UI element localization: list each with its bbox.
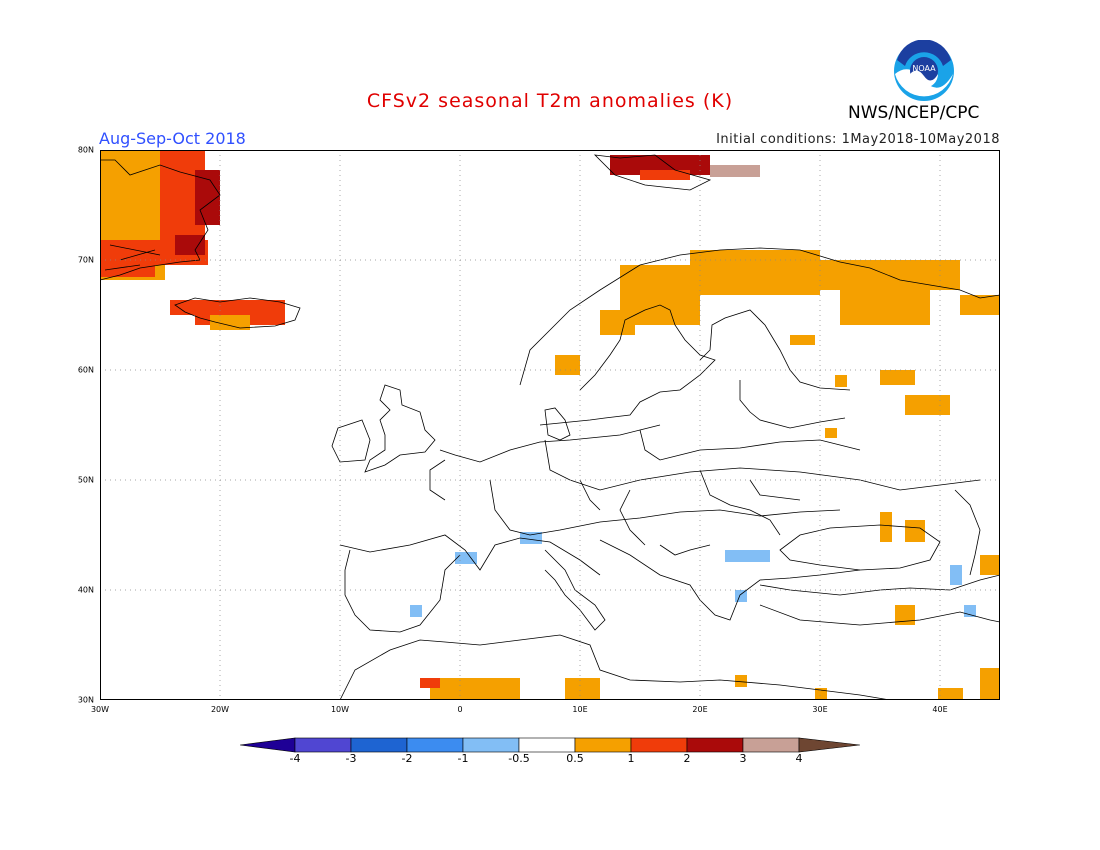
anomaly-cell	[905, 520, 925, 542]
anomaly-cell	[640, 170, 690, 180]
colorbar-segment	[574, 737, 632, 753]
colorbar-label: 2	[683, 752, 691, 765]
anomaly-cell	[825, 428, 837, 438]
lon-tick-label: 20E	[692, 705, 708, 714]
coastlines	[100, 154, 1000, 700]
agency-label: NWS/NCEP/CPC	[848, 103, 980, 123]
colorbar-segment	[630, 737, 688, 753]
anomaly-cell	[455, 552, 477, 564]
anomaly-cell	[725, 550, 770, 562]
anomaly-cell	[938, 688, 963, 700]
colorbar-label: -2	[401, 752, 413, 765]
anomaly-cell	[555, 355, 580, 375]
anomaly-map	[100, 150, 1000, 700]
anomaly-cell	[420, 678, 440, 688]
anomaly-cell	[880, 512, 892, 542]
noaa-logo: NOAA	[894, 40, 954, 101]
lat-tick-label: 30N	[77, 695, 94, 705]
anomaly-cell	[880, 370, 915, 385]
colorbar-label: -3	[345, 752, 357, 765]
colorbar-segment	[518, 737, 576, 753]
colorbar-extend-low	[240, 737, 296, 753]
lon-tick-label: 0	[457, 705, 463, 714]
lon-tick-label: 10W	[330, 705, 350, 714]
map-title: CFSv2 seasonal T2m anomalies (K)	[366, 90, 734, 112]
lat-tick-label: 70N	[77, 255, 94, 265]
anomaly-cell	[735, 675, 747, 687]
initial-conditions: Initial conditions: 1May2018-10May2018	[716, 132, 1000, 147]
map-frame	[100, 150, 1000, 700]
colorbar-segment	[294, 737, 352, 753]
anomaly-cell	[710, 165, 760, 177]
lon-tick-label: 20W	[210, 705, 230, 714]
anomaly-cells	[100, 150, 1000, 700]
anomaly-cell	[895, 605, 915, 625]
anomaly-cell	[430, 678, 520, 700]
anomaly-cell	[735, 590, 747, 602]
anomaly-cell	[950, 565, 962, 585]
anomaly-cell	[600, 310, 635, 335]
colorbar	[240, 737, 860, 753]
lat-tick-label: 40N	[77, 585, 94, 595]
lon-tick-label: 40E	[932, 705, 948, 714]
lat-tick-label: 80N	[77, 145, 94, 155]
colorbar-segment	[742, 737, 800, 753]
anomaly-cell	[790, 335, 815, 345]
colorbar-label: -0.5	[508, 752, 530, 765]
colorbar-segment	[686, 737, 744, 753]
anomaly-cell	[565, 678, 600, 700]
colorbar-extend-high	[798, 737, 860, 753]
colorbar-label: 3	[739, 752, 747, 765]
colorbar-label: -1	[457, 752, 469, 765]
colorbar-label: 0.5	[566, 752, 584, 765]
svg-text:NOAA: NOAA	[912, 64, 936, 73]
anomaly-cell	[520, 532, 542, 544]
anomaly-cell	[905, 395, 950, 415]
colorbar-label: 1	[627, 752, 635, 765]
anomaly-cell	[100, 262, 155, 277]
colorbar-segment	[350, 737, 408, 753]
anomaly-cell	[690, 250, 820, 295]
anomaly-cell	[840, 280, 930, 325]
lon-tick-label: 30E	[812, 705, 828, 714]
anomaly-cell	[210, 315, 250, 330]
lon-tick-label: 30W	[90, 705, 110, 714]
anomaly-cell	[980, 668, 1000, 700]
anomaly-cell	[835, 375, 847, 387]
lat-tick-label: 50N	[77, 475, 94, 485]
graticule	[100, 150, 1000, 700]
lon-tick-label: 10E	[572, 705, 588, 714]
lat-tick-label: 60N	[77, 365, 94, 375]
colorbar-segment	[406, 737, 464, 753]
anomaly-cell	[964, 605, 976, 617]
anomaly-cell	[410, 605, 422, 617]
anomaly-cell	[960, 295, 1000, 315]
colorbar-label: 4	[795, 752, 803, 765]
anomaly-cell	[175, 235, 205, 255]
colorbar-segment	[462, 737, 520, 753]
anomaly-cell	[980, 555, 1000, 575]
anomaly-cell	[815, 688, 827, 700]
forecast-period: Aug-Sep-Oct 2018	[99, 129, 246, 148]
anomaly-cell	[170, 300, 200, 315]
colorbar-label: -4	[289, 752, 301, 765]
